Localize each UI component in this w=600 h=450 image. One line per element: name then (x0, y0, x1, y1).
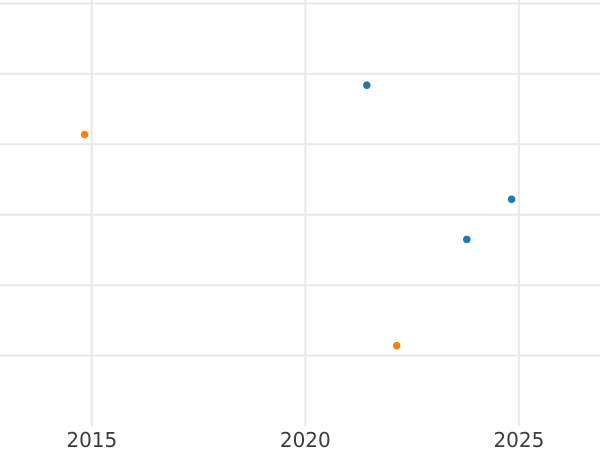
x-tick-label: 2015 (66, 428, 117, 450)
x-tick-label: 2020 (280, 428, 331, 450)
data-point-series-orange (392, 341, 401, 350)
data-point-series-blue (363, 81, 371, 89)
x-tick-label: 2025 (493, 428, 544, 450)
data-point-series-blue (463, 235, 471, 244)
data-point-series-blue (507, 195, 516, 204)
data-point-series-orange (80, 130, 89, 139)
